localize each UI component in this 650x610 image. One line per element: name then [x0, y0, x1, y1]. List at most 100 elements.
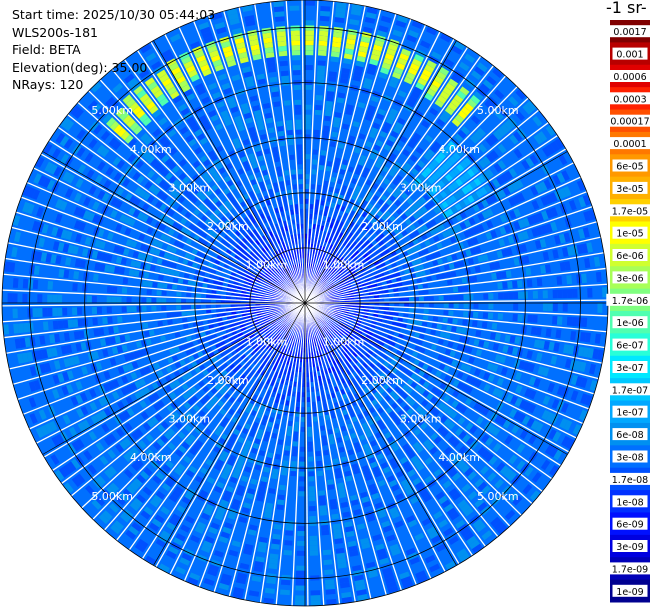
ppi-gate [380, 194, 388, 202]
ppi-gate [324, 206, 329, 212]
ppi-gate [290, 471, 297, 477]
ppi-gate [133, 125, 143, 135]
ppi-gate [258, 197, 264, 204]
ppi-gate [367, 316, 373, 320]
ray-gap [304, 31, 441, 304]
ppi-gate [378, 71, 388, 80]
ppi-gate [445, 198, 453, 206]
ppi-gate [345, 236, 351, 242]
ppi-gate [340, 349, 346, 355]
ppi-gate [311, 234, 315, 240]
ppi-gate [213, 446, 221, 454]
ppi-gate [32, 279, 39, 289]
ppi-gate [229, 196, 236, 203]
ppi-gate [356, 386, 362, 393]
ppi-gate [139, 368, 147, 376]
ppi-gate [264, 251, 270, 257]
ray-gap [164, 34, 306, 304]
ppi-gate [306, 382, 310, 388]
ppi-gate [275, 244, 280, 250]
ppi-gate [345, 270, 351, 276]
ppi-gate [268, 316, 274, 320]
ppi-gate [161, 49, 172, 59]
ray-gap [304, 97, 529, 304]
ppi-gate [382, 383, 390, 390]
ppi-gate [288, 365, 292, 371]
ppi-gate [109, 503, 120, 513]
ppi-gate [244, 543, 254, 551]
ppi-gate [60, 117, 71, 129]
ppi-gate [349, 19, 360, 26]
ppi-gate [384, 395, 392, 402]
ppi-gate [435, 389, 443, 397]
ppi-gate [146, 216, 154, 225]
ppi-gate [492, 387, 500, 397]
ppi-gate [217, 281, 224, 286]
ppi-gate [368, 395, 375, 402]
ppi-gate [363, 469, 371, 477]
ppi-gate [295, 595, 305, 601]
ppi-gate [348, 545, 358, 552]
ppi-gate [285, 280, 289, 285]
ppi-gate [371, 333, 378, 338]
ppi-gate [366, 109, 375, 117]
ppi-gate [240, 475, 249, 483]
ppi-gate [517, 219, 526, 229]
ppi-gate [329, 244, 334, 250]
ppi-gate [548, 429, 557, 440]
ppi-gate [331, 228, 336, 235]
ppi-gate [52, 389, 60, 399]
ppi-gate [115, 495, 126, 506]
ppi-gate [73, 331, 80, 340]
ppi-gate [510, 395, 518, 405]
ppi-gate [168, 199, 176, 207]
ppi-gate [121, 287, 128, 294]
ppi-gate [358, 240, 364, 246]
ppi-gate [504, 120, 514, 131]
ppi-gate [379, 298, 385, 302]
ppi-gate [319, 339, 324, 345]
ppi-gate [330, 202, 336, 209]
ppi-gate [351, 400, 357, 407]
ppi-gate [436, 242, 443, 249]
ppi-gate [177, 278, 184, 284]
ppi-gate [550, 207, 558, 217]
ppi-gate [100, 130, 111, 141]
ppi-gate [366, 281, 372, 286]
ppi-gate [497, 143, 507, 154]
ppi-gate [418, 333, 425, 339]
ppi-gate [177, 463, 186, 472]
ppi-gate [446, 507, 457, 517]
ppi-gate [378, 240, 385, 247]
ppi-gate [280, 579, 291, 586]
ppi-gate [448, 170, 457, 179]
ppi-gate [286, 349, 290, 355]
ppi-gate [309, 535, 318, 541]
ppi-gate [400, 413, 408, 421]
ppi-gate [456, 163, 465, 173]
ppi-gate [430, 253, 437, 260]
ppi-gate [244, 377, 250, 384]
ppi-gate [77, 422, 86, 432]
ppi-gate [252, 421, 259, 428]
ppi-gate [358, 390, 365, 397]
ppi-gate [253, 359, 259, 365]
ppi-gate [324, 264, 329, 270]
ppi-gate [294, 371, 298, 377]
ppi-gate [270, 319, 275, 323]
ppi-gate [389, 390, 397, 398]
ppi-gate [210, 114, 219, 122]
ppi-gate [577, 346, 585, 357]
ppi-gate [434, 267, 441, 273]
ppi-gate [107, 449, 117, 459]
ppi-gate [359, 299, 365, 302]
ppi-gate [450, 98, 461, 108]
ppi-gate [52, 294, 58, 303]
ppi-gate [389, 231, 396, 238]
ppi-gate [284, 445, 290, 451]
ppi-gate [156, 370, 164, 378]
ppi-gate [116, 401, 125, 410]
ppi-gate [279, 335, 284, 341]
ppi-gate [473, 303, 479, 309]
ppi-gate [237, 436, 245, 444]
